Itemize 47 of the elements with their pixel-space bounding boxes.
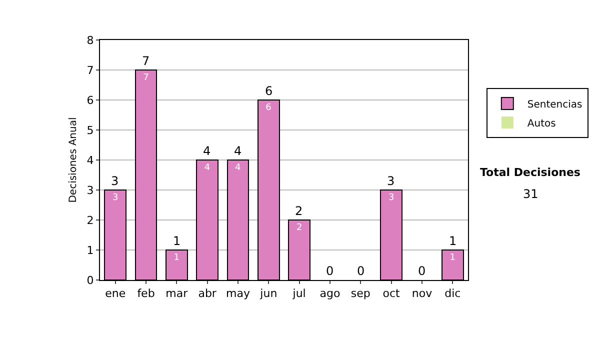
x-tick-label: feb bbox=[137, 287, 155, 300]
text: Total Decisiones bbox=[480, 166, 581, 179]
x-tick-label: jun bbox=[259, 287, 278, 300]
x-tick-label: jul bbox=[292, 287, 306, 300]
x-tick-label: oct bbox=[382, 287, 401, 300]
y-tick-label: 0 bbox=[86, 274, 94, 287]
data-label: 3 bbox=[388, 193, 394, 203]
x-tick-label: may bbox=[226, 287, 250, 300]
y-tick-label: 7 bbox=[86, 64, 94, 77]
y-tick-label: 8 bbox=[86, 34, 94, 47]
x-tick-label: sep bbox=[350, 287, 370, 300]
total-label: 3 bbox=[387, 174, 395, 188]
total-label: 0 bbox=[326, 264, 334, 278]
y-tick-label: 1 bbox=[86, 244, 94, 257]
data-label: 1 bbox=[450, 253, 456, 263]
total-label: 2 bbox=[295, 204, 303, 218]
x-tick-label: ene bbox=[105, 287, 126, 300]
x-tick-label: mar bbox=[166, 287, 188, 300]
total-label: 6 bbox=[265, 84, 273, 98]
y-tick-label: 5 bbox=[86, 124, 94, 137]
text: 31 bbox=[523, 187, 538, 201]
data-label: 2 bbox=[296, 223, 302, 233]
legend-label: Autos bbox=[527, 118, 556, 130]
data-label: 4 bbox=[235, 163, 241, 173]
y-tick-label: 3 bbox=[86, 184, 94, 197]
total-label: 3 bbox=[111, 174, 119, 188]
data-label: 7 bbox=[143, 73, 149, 83]
total-label: 4 bbox=[203, 144, 211, 158]
y-tick-label: 4 bbox=[86, 154, 94, 167]
data-label: 1 bbox=[174, 253, 180, 263]
x-tick-label: abr bbox=[198, 287, 217, 300]
total-label: 1 bbox=[173, 234, 181, 248]
total-label: 4 bbox=[234, 144, 242, 158]
x-tick-label: dic bbox=[444, 287, 461, 300]
x-tick-label: nov bbox=[412, 287, 433, 300]
total-label: 0 bbox=[418, 264, 426, 278]
y-axis-title: Decisiones Anual bbox=[68, 117, 79, 203]
y-tick-label: 2 bbox=[86, 214, 94, 227]
x-tick-label: ago bbox=[320, 287, 340, 300]
total-label: 0 bbox=[357, 264, 365, 278]
data-label: 3 bbox=[112, 193, 118, 203]
total-label: 1 bbox=[449, 234, 457, 248]
data-label: 4 bbox=[204, 163, 210, 173]
data-label: 6 bbox=[266, 103, 272, 113]
y-tick-label: 6 bbox=[86, 94, 94, 107]
legend-label: Sentencias bbox=[527, 99, 582, 110]
total-label: 7 bbox=[142, 54, 150, 68]
